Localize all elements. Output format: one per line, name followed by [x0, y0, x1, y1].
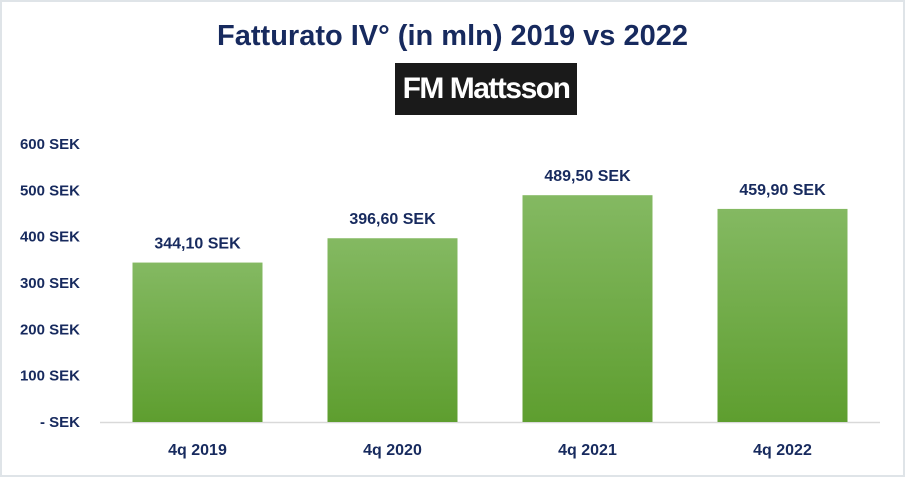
- x-tick-label: 4q 2019: [168, 442, 227, 459]
- bar: [522, 195, 653, 422]
- x-tick-label: 4q 2020: [363, 442, 422, 459]
- data-label: 489,50 SEK: [544, 168, 631, 185]
- y-tick-label: - SEK: [40, 414, 80, 431]
- y-tick-label: 100 SEK: [20, 368, 80, 385]
- data-label: 459,90 SEK: [739, 182, 826, 199]
- y-tick-label: 200 SEK: [20, 321, 80, 338]
- data-label: 396,60 SEK: [349, 211, 436, 228]
- bar: [327, 238, 458, 422]
- data-label: 344,10 SEK: [154, 236, 241, 253]
- x-tick-label: 4q 2022: [753, 442, 812, 459]
- bar: [132, 262, 263, 422]
- y-tick-label: 600 SEK: [20, 136, 80, 153]
- y-tick-label: 400 SEK: [20, 229, 80, 246]
- fm-mattsson-logo: FM Mattsson: [395, 63, 577, 115]
- chart-title: Fatturato IV° (in mln) 2019 vs 2022: [217, 20, 688, 52]
- y-tick-label: 300 SEK: [20, 275, 80, 292]
- bar: [717, 208, 848, 422]
- x-tick-label: 4q 2021: [558, 442, 617, 459]
- y-tick-label: 500 SEK: [20, 182, 80, 199]
- logo-text: FM Mattsson: [402, 72, 571, 105]
